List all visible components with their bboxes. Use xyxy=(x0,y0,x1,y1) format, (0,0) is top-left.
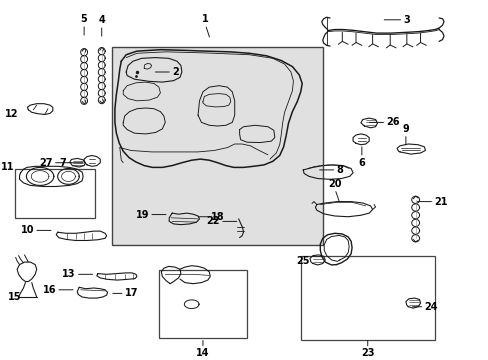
Text: 19: 19 xyxy=(135,210,149,220)
Text: 1: 1 xyxy=(202,14,208,24)
Text: 2: 2 xyxy=(172,67,179,77)
Text: 8: 8 xyxy=(336,165,343,175)
Text: 22: 22 xyxy=(206,216,220,226)
Bar xyxy=(300,256,434,340)
Text: 6: 6 xyxy=(358,158,365,168)
Bar xyxy=(15,169,95,218)
Bar xyxy=(112,47,322,245)
Text: 26: 26 xyxy=(386,117,399,127)
Text: 21: 21 xyxy=(433,197,447,207)
Text: 18: 18 xyxy=(211,212,224,222)
Text: 24: 24 xyxy=(424,302,437,312)
Text: 20: 20 xyxy=(327,179,341,189)
Text: 3: 3 xyxy=(403,15,409,25)
Text: 15: 15 xyxy=(7,292,21,302)
Text: 27: 27 xyxy=(39,158,53,168)
Text: 14: 14 xyxy=(196,348,209,359)
Bar xyxy=(159,270,246,338)
Text: 5: 5 xyxy=(81,14,87,24)
Text: 9: 9 xyxy=(402,124,408,134)
Text: 12: 12 xyxy=(4,109,18,120)
Text: 11: 11 xyxy=(1,162,15,172)
Text: 7: 7 xyxy=(59,158,66,168)
Text: 16: 16 xyxy=(42,285,56,295)
Text: 4: 4 xyxy=(98,15,105,25)
Text: 17: 17 xyxy=(124,288,138,298)
Text: 10: 10 xyxy=(20,225,34,235)
Text: 23: 23 xyxy=(360,348,374,359)
Text: 25: 25 xyxy=(295,256,309,266)
Text: 13: 13 xyxy=(62,269,76,279)
